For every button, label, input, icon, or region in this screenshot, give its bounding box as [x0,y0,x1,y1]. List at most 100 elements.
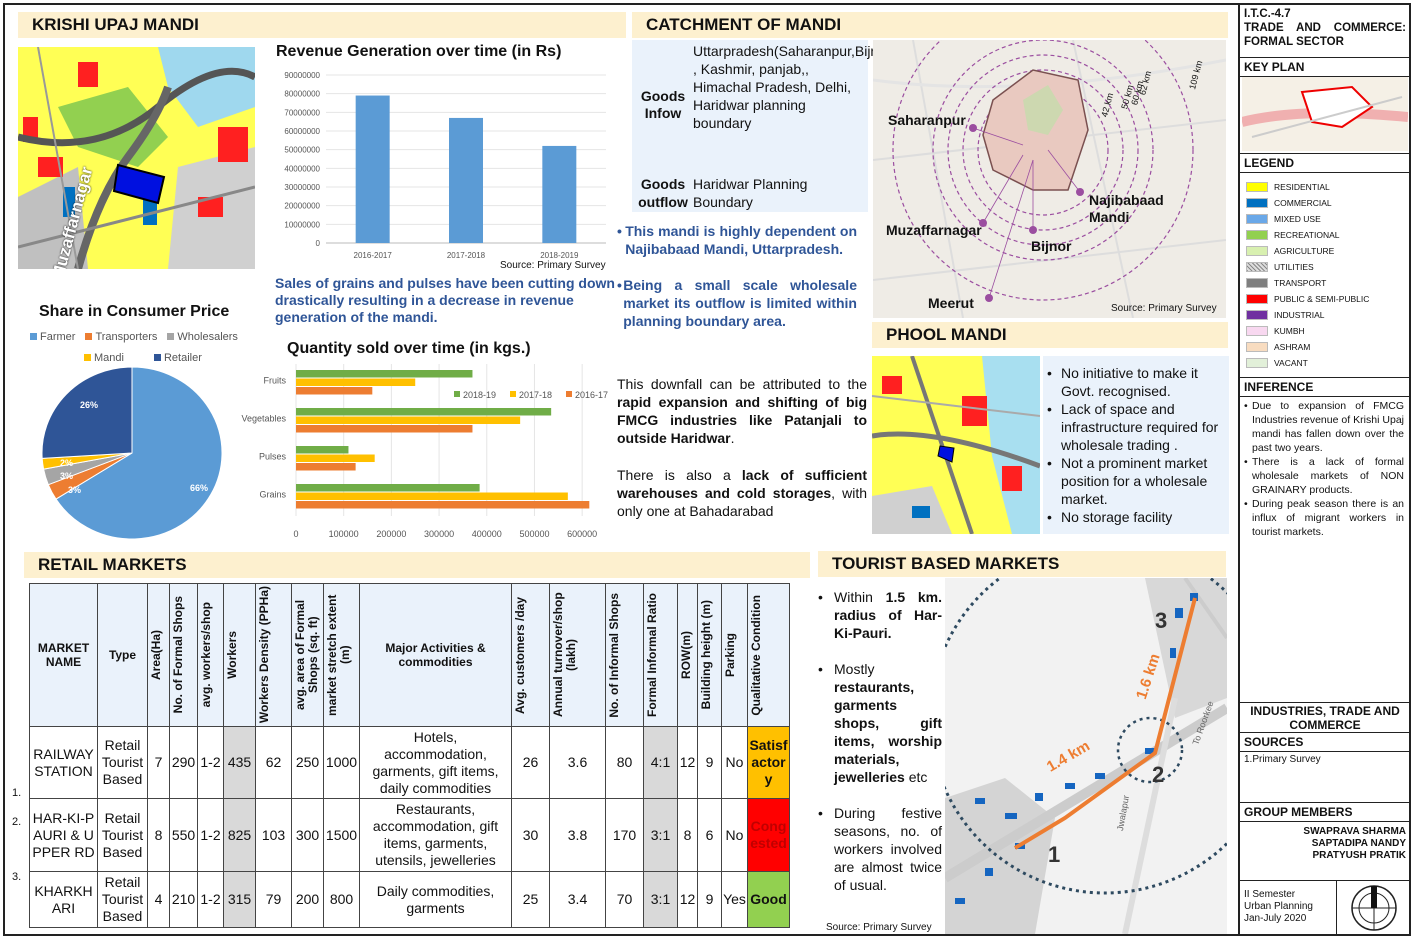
inference-text: There is a lack of formal wholesale mark… [1252,456,1404,496]
qty-xtick: 400000 [472,529,502,539]
legend-item: VACANT [1240,355,1410,371]
tourist-source: Source: Primary Survey [826,922,932,933]
retail-cell: 6 [697,798,722,872]
members-list: SWAPRAVA SHARMA SAPTADIPA NANDY PRATYUSH P… [1240,822,1410,862]
revenue-chart-title: Revenue Generation over time (in Rs) [276,43,562,60]
revenue-ytick: 0 [316,239,321,248]
phool-point: • No initiative to make it Govt. recognis… [1047,364,1225,400]
qty-category-label: Grains [259,490,286,500]
qty-category-label: Vegetables [241,414,286,424]
share-legend-item: Mandi [84,352,124,364]
tourist-bullet-3: During festive seasons, no. of workers i… [834,805,942,893]
row-num-2: 2. [12,816,22,828]
retail-header-cell: avg. workers/shop [197,583,224,727]
qty-legend-swatch [510,391,516,397]
share-pie-label: 26% [80,400,98,410]
sheet-code: I.T.C.-4.7 [1244,8,1291,20]
retail-cell: Retail Tourist Based [97,798,148,872]
legend-swatch [1246,326,1268,336]
qty-bar [296,408,552,416]
retail-cell: Hotels, accommodation, garments, gift it… [359,726,512,799]
revenue-bar-chart: 90000000 80000000 70000000 60000000 50000000… [284,71,606,260]
key-plan-block: KEY PLAN [1240,57,1410,153]
group-title: GROUP MEMBERS [1240,803,1410,822]
inference-item: • Due to expansion of FMCG Industries rev… [1244,400,1404,454]
revenue-ytick: 20000000 [284,202,320,211]
retail-cell: 300 [291,798,324,872]
legend-label: INDUSTRIAL [1274,310,1325,320]
para2-end: , with only one at Bahadarabad [617,485,867,519]
revenue-ytick: 40000000 [284,164,320,173]
revenue-xtick: 2017-2018 [447,251,486,260]
qty-legend-label: 2017-18 [519,390,552,400]
retail-cell: Good [747,871,790,928]
legend-swatch [1246,310,1268,320]
tb2-c: etc [904,769,928,785]
retail-cell: 3.6 [549,726,606,799]
retail-table-row: HAR-KI-PAURI & UPPER RD Retail Tourist Ba… [29,798,790,872]
semester-line-1: II Semester [1244,889,1296,900]
legend-swatch [1246,278,1268,288]
qty-category-label: Fruits [264,376,287,386]
retail-cell: 170 [605,798,644,872]
retail-cell: Satisfactory [747,726,790,799]
sheet-subject: TRADE AND COMMERCE: FORMAL SECTOR [1244,22,1406,48]
retail-header-cell: Building height (m) [697,583,722,727]
catchment-bullet-2: Being a small scale wholesale market its… [623,277,857,329]
legend-label: KUMBH [1274,326,1305,336]
legend-swatch [1246,230,1268,240]
qty-bar [296,454,375,462]
goods-inflow-text: Uttarpradesh(Saharanpur,Bijnor,Nazibabaa… [693,43,1098,131]
map-city-saharanpur: Saharanpur [888,112,966,128]
phool-point: • Lack of space and infrastructure requir… [1047,400,1225,454]
key-plan-title: KEY PLAN [1240,58,1410,77]
retail-cell: 8 [147,798,170,872]
tb1-a: Within [834,589,886,605]
retail-header-text: Qualitative Condition [748,594,763,716]
retail-cell: 3:1 [643,871,678,928]
tb1-b: 1.5 km. radius of Har-Ki-Pauri. [834,589,942,641]
qty-xtick: 200000 [376,529,406,539]
qty-legend-swatch [566,391,572,397]
share-legend-item: Transporters [85,331,157,343]
legend-swatch [1246,246,1268,256]
tb2-b: restaurants, garments shops, gift items,… [834,679,942,785]
retail-cell: 3:1 [643,798,678,872]
revenue-bar [355,95,390,244]
revenue-bar [449,117,483,243]
tb2-a: Mostly [834,661,875,677]
inference-item: • There is a lack of formal wholesale mar… [1244,456,1404,496]
qty-bar [296,387,373,395]
phool-point-text: Lack of space and infrastructure require… [1061,401,1219,453]
catchment-para-2: There is also a lack of sufficient wareh… [617,466,867,520]
share-legend-item: Retailer [153,352,202,364]
retail-cell: 30 [511,798,550,872]
retail-header-cell: Formal Informal Ratio [643,583,678,727]
legend-label: ASHRAM [1274,342,1311,352]
quantity-chart-title: Quantity sold over time (in kgs.) [287,340,531,357]
sheet-code-block: I.T.C.-4.7 TRADE AND COMMERCE: FORMAL SE… [1240,5,1410,55]
retail-header-text: Type [108,648,137,662]
legend-item: RECREATIONAL [1240,227,1410,243]
revenue-ytick: 60000000 [284,127,320,136]
legend-item: ASHRAM [1240,339,1410,355]
legend-swatch [1246,262,1268,272]
retail-header-text: Workers Density (PPHa) [256,586,271,724]
retail-header-cell: Parking [721,583,748,727]
retail-cell: 290 [169,726,198,799]
tourist-marker-3: 3 [1155,608,1168,633]
qty-bar [296,370,473,378]
retail-cell: 435 [223,726,256,799]
retail-cell: No [721,726,748,799]
retail-cell: Daily commodities, garments [359,871,512,928]
krishi-mandi-map: Muzaffarnagar [18,47,255,269]
revenue-ytick: 80000000 [284,90,320,99]
retail-markets-table: MARKET NAME Type Area(Ha) No. of Formal Sho… [29,583,790,928]
catchment-bullets: • This mandi is highly dependent on Najib… [617,223,857,329]
legend-list: RESIDENTIAL COMMERCIAL MIXED USE RECREATION… [1240,173,1410,371]
retail-cell: 26 [511,726,550,799]
map-city-bijnor: Bijnor [1031,238,1072,254]
phool-points: • No initiative to make it Govt. recognis… [1043,356,1229,534]
inference-item: • During peak season there is an influx o… [1244,498,1404,538]
legend-label: PUBLIC & SEMI-PUBLIC [1274,294,1370,304]
